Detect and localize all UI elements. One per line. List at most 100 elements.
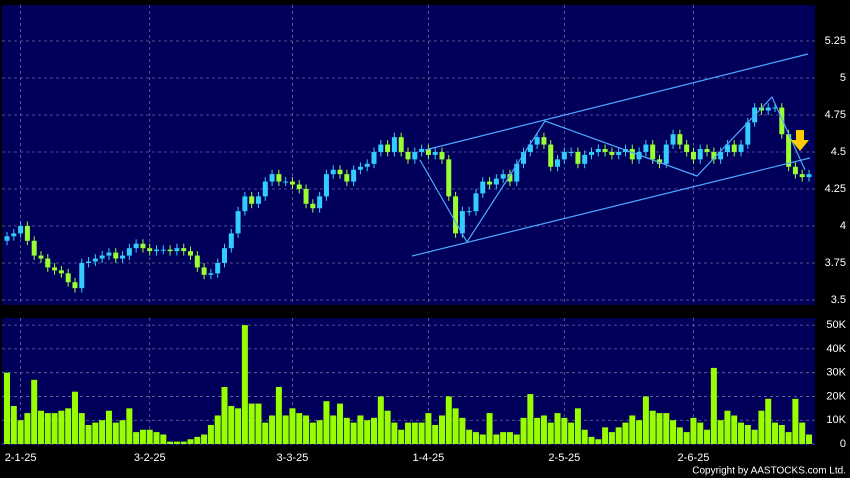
volume-bar [506,432,513,444]
volume-bar [51,413,58,444]
volume-bar [4,372,10,444]
candle-body [792,166,798,175]
volume-bar [608,432,615,444]
volume-bar [615,427,622,444]
candle-body [690,151,696,160]
x-tick-label: 2-5-25 [548,452,580,464]
volume-bar [554,413,561,444]
candle-body [113,252,119,259]
candle-body [174,248,180,252]
volume-bar [561,417,568,444]
volume-bar [235,408,242,444]
candle-body [215,262,221,274]
x-tick-label: 2-6-25 [678,452,710,464]
volume-bar [112,422,119,444]
volume-bar [724,410,731,444]
candle-body [439,151,445,160]
volume-bar [588,436,595,444]
volume-bar [65,408,72,444]
candle-body [806,174,812,178]
candle-body [493,178,499,185]
volume-bar [99,420,106,444]
volume-bar [303,415,310,444]
volume-bar [785,432,792,444]
candle-body [283,181,289,183]
volume-bar [574,408,581,444]
volume-bar [418,422,425,444]
volume-bar [527,394,534,444]
y-tick-label: 3.75 [825,257,846,269]
volume-bar [105,410,112,444]
volume-bar [194,436,201,444]
volume-bar [126,408,133,444]
candle-body [86,261,92,263]
candle-body [643,144,649,152]
volume-bar [221,386,228,444]
y-tick-label: 30K [826,367,846,379]
volume-bar [595,439,602,444]
candle-body [589,151,595,155]
volume-bar [262,422,269,444]
candle-body [582,154,588,164]
candle-body [446,159,452,197]
candle-body [208,273,214,275]
volume-bar [792,398,799,444]
volume-bar [697,422,704,444]
volume-bar [316,420,323,444]
candle-body [419,149,425,152]
volume-bar [309,422,316,444]
candle-body [106,252,112,256]
channel-lower [411,157,811,257]
candle-body [228,233,234,249]
candle-body [677,134,683,145]
candle-body [412,151,418,160]
volume-bar [377,396,384,444]
volume-bar [676,427,683,444]
volume-bar [343,417,350,444]
candle-body [140,243,146,249]
volume-bar [459,417,466,444]
volume-bar [622,422,629,444]
x-tick-label: 2-1-25 [5,452,37,464]
candle-body [473,193,479,212]
candle-body [480,181,486,194]
candle-body [371,151,377,164]
candle-body [459,211,465,234]
volume-bar [241,325,248,444]
candle-body [167,249,173,252]
candle-body [154,249,160,252]
candle-body [133,243,139,249]
y-tick-label: 40K [826,343,846,355]
volume-bar [472,432,479,444]
volume-bar [520,417,527,444]
candle-body [514,163,520,182]
volume-bar [799,422,806,444]
volume-bar [207,424,214,444]
candle-body [799,174,805,178]
volume-bar [296,413,303,444]
volume-bar [704,429,711,444]
volume-bar [731,415,738,444]
candle-body [303,188,309,204]
candle-body [323,174,329,197]
volume-bar [581,429,588,444]
volume-bar [214,415,221,444]
volume-bar [371,417,378,444]
candle-body [24,225,30,241]
volume-bar [228,405,235,444]
y-tick-label: 20K [826,390,846,402]
volume-bar [568,422,575,444]
volume-bar [357,415,364,444]
volume-bar [139,429,146,444]
x-tick-label: 3-3-25 [277,452,309,464]
candle-body [575,151,581,164]
y-tick-label: 4.75 [825,109,846,121]
y-tick-label: 5.25 [825,35,846,47]
volume-bar [384,410,391,444]
candle-body [296,184,302,189]
candle-body [650,144,656,160]
volume-bar [670,420,677,444]
y-tick-label: 4 [840,220,846,232]
volume-bar [765,398,772,444]
